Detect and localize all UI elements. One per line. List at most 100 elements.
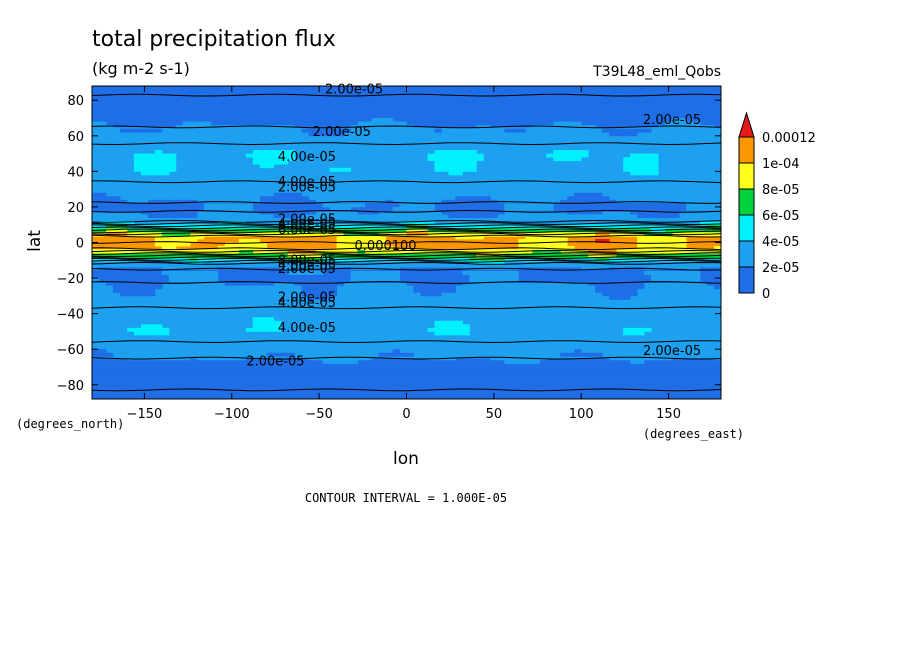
contour-cell [469, 278, 477, 283]
contour-cell [525, 242, 533, 247]
contour-cell [217, 267, 226, 272]
contour-cell [693, 274, 701, 279]
contour-cell [280, 153, 289, 158]
contour-cell [168, 199, 177, 204]
contour-band [92, 214, 721, 217]
contour-cell [140, 281, 149, 286]
contour-cell [427, 203, 435, 208]
contour-cell [336, 128, 344, 133]
contour-line [92, 256, 721, 260]
contour-band [92, 154, 721, 156]
contour-cell [651, 160, 659, 165]
contour-band [92, 166, 721, 168]
contour-cell [147, 153, 156, 158]
contour-cell [490, 214, 498, 219]
contour-label: 2.00e-05 [313, 125, 371, 140]
contour-cell [112, 231, 121, 236]
contour-band [92, 366, 721, 368]
contour-cell [637, 160, 645, 165]
contour-cell [266, 160, 275, 165]
contour-cell [140, 160, 149, 165]
contour-band [92, 303, 721, 306]
contour-cell [609, 288, 617, 293]
contour-band [92, 298, 721, 300]
contour-band [92, 115, 721, 117]
contour-cell [532, 206, 540, 211]
contour-cell [301, 256, 310, 261]
contour-line [92, 222, 721, 226]
contour-cell [588, 199, 596, 204]
contour-band [92, 363, 721, 365]
contour-cell [92, 352, 100, 357]
contour-band [92, 99, 721, 101]
contour-band [92, 374, 721, 376]
contour-cell [119, 228, 128, 233]
contour-cell [259, 199, 268, 204]
contour-label: 2.00e-05 [278, 180, 336, 195]
contour-cell [623, 281, 631, 286]
contour-band [92, 110, 721, 113]
contour-band [92, 330, 721, 332]
contour-band [92, 266, 721, 268]
contour-cell [182, 278, 191, 283]
contour-cell [420, 267, 428, 272]
contour-cell [364, 270, 372, 275]
contour-cell [476, 153, 484, 158]
contour-cell [672, 118, 680, 122]
contour-cell [322, 288, 331, 293]
contour-cell [112, 199, 121, 204]
contour-cell [427, 206, 435, 211]
contour-cell [294, 249, 303, 254]
contour-cell [98, 192, 107, 197]
contour-line [92, 226, 721, 230]
contour-cell [651, 171, 659, 176]
contour-cell [455, 171, 463, 176]
contour-cell [553, 249, 561, 254]
contour-cell [126, 281, 135, 286]
contour-band [92, 254, 721, 256]
contour-cell [238, 203, 247, 208]
contour-cell [455, 150, 463, 154]
contour-cell [301, 292, 310, 297]
contour-cell [252, 160, 261, 165]
y-axis-ticks: 80 60 40 20 0 −20 −40 −60 −80 [57, 94, 721, 394]
contour-cell [133, 167, 142, 172]
contour-cell [399, 125, 407, 130]
contour-cell [140, 164, 149, 169]
contour-band [92, 162, 721, 164]
contour-cell [259, 324, 268, 329]
contour-cell [665, 242, 673, 247]
contour-cell [658, 214, 666, 219]
contour-band [92, 317, 721, 319]
contour-cell [532, 238, 540, 243]
x-tick-label: 0 [402, 407, 410, 422]
contour-cell [231, 281, 240, 286]
contour-cell [147, 157, 156, 162]
contour-band [92, 289, 721, 291]
contour-band [92, 101, 721, 103]
contour-band [92, 326, 721, 329]
contour-cell [336, 206, 344, 211]
contour-line [92, 142, 721, 146]
contour-cell [287, 253, 296, 258]
contour-label: 2.00e-05 [278, 212, 336, 227]
contour-cell [252, 324, 261, 329]
contour-cell [126, 221, 135, 226]
contour-cell [357, 356, 365, 361]
contour-cell [280, 150, 289, 154]
contour-cell [679, 238, 687, 243]
contour-band [92, 320, 721, 323]
contour-cell [147, 164, 156, 169]
contour-cell [280, 192, 289, 197]
contour-cell [658, 278, 666, 283]
contour-cell [665, 121, 673, 126]
colorbar-label: 1e-04 [762, 157, 800, 172]
contour-cell [238, 221, 247, 226]
contour-band [92, 391, 721, 394]
contour-cell [133, 331, 142, 336]
contour-band [92, 174, 721, 176]
contour-band [92, 194, 721, 196]
contour-band [92, 350, 721, 352]
contour-band [92, 176, 721, 178]
contour-cell [574, 150, 582, 154]
